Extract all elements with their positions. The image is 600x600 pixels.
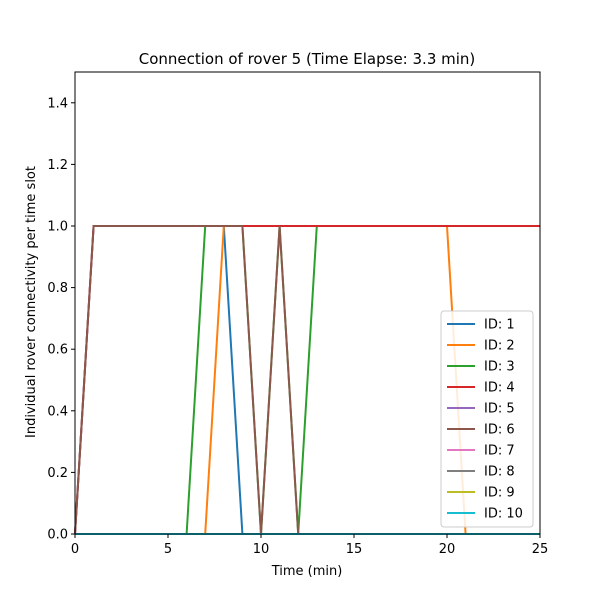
y-tick-label: 1.0: [47, 220, 68, 235]
y-tick-label: 0.4: [47, 404, 68, 419]
x-tick-label: 25: [532, 542, 549, 557]
y-axis-label: Individual rover connectivity per time s…: [24, 166, 39, 438]
legend-entry: ID: 5: [484, 402, 515, 417]
legend-entry: ID: 3: [484, 360, 515, 375]
y-tick-label: 0.0: [47, 528, 68, 543]
y-tick-label: 0.8: [47, 281, 68, 296]
y-tick-label: 0.6: [47, 343, 68, 358]
legend-entry: ID: 1: [484, 318, 515, 333]
x-tick-label: 10: [253, 542, 270, 557]
chart-title: Connection of rover 5 (Time Elapse: 3.3 …: [139, 50, 476, 68]
legend-entry: ID: 7: [484, 444, 515, 459]
plot-frame: [74, 71, 541, 535]
y-tick-label: 0.2: [47, 466, 68, 481]
legend-entry: ID: 4: [484, 381, 515, 396]
legend-entry: ID: 8: [484, 465, 515, 480]
x-tick-label: 0: [71, 542, 79, 557]
y-tick-label: 1.2: [47, 158, 68, 173]
x-axis-ticks: 0 5 10 15 20 25: [71, 534, 548, 557]
x-tick-label: 20: [439, 542, 456, 557]
y-axis-ticks: 0.0 0.2 0.4 0.6 0.8 1.0 1.2 1.4: [47, 96, 75, 543]
y-tick-label: 1.4: [47, 96, 68, 111]
series-line-6: [74, 225, 300, 535]
x-tick-label: 15: [346, 542, 363, 557]
x-tick-label: 5: [164, 542, 172, 557]
legend-entry: ID: 10: [484, 507, 523, 522]
legend-entry: ID: 6: [484, 423, 515, 438]
legend: ID: 1 ID: 2 ID: 3 ID: 4 ID: 5 ID: 6 ID: 7 ID: 8…: [440, 310, 534, 528]
x-axis-label: Time (min): [271, 564, 343, 579]
legend-entry: ID: 9: [484, 486, 515, 501]
legend-entry: ID: 2: [484, 339, 515, 354]
